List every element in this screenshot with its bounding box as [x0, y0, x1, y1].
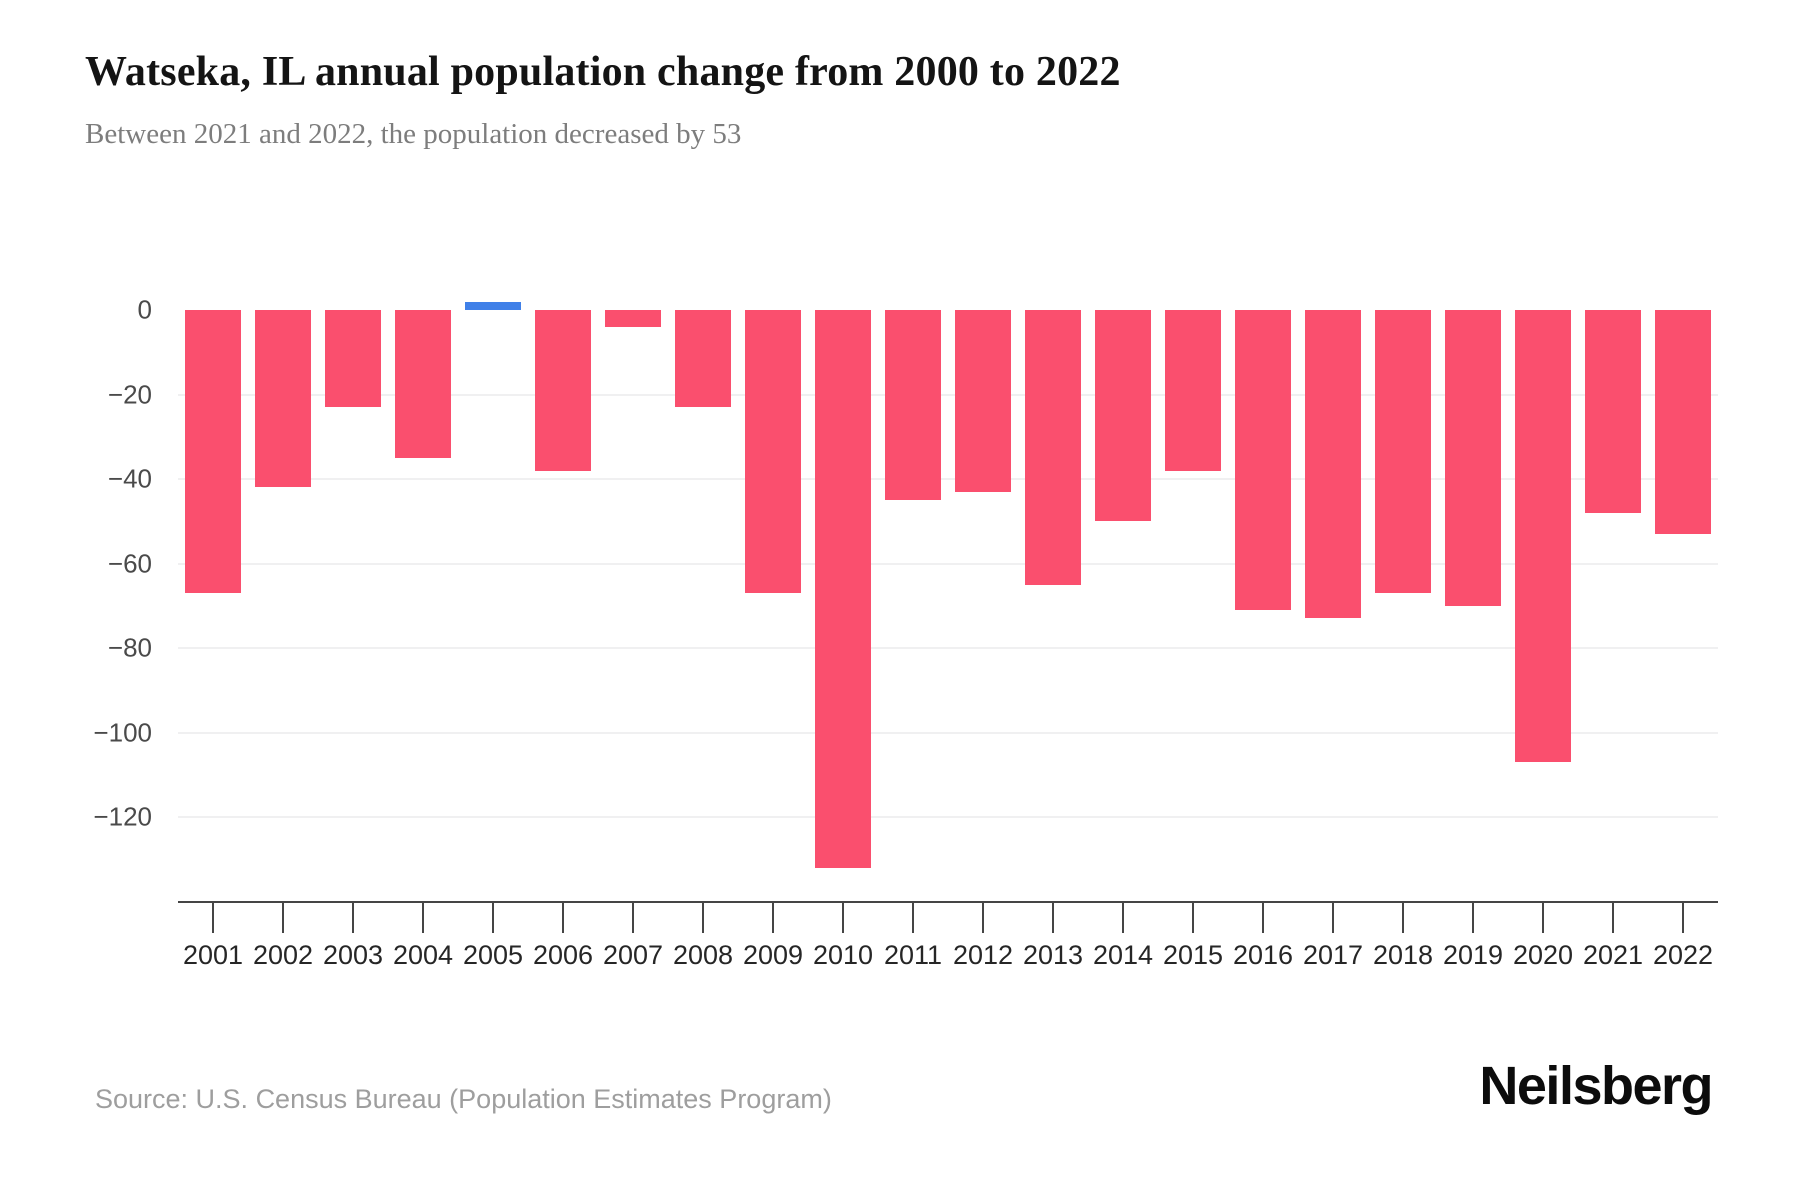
y-axis-label: 0: [137, 294, 152, 325]
bar-2001: [185, 310, 241, 593]
x-axis-label-2002: 2002: [252, 940, 314, 970]
y-axis-label: −80: [107, 632, 152, 663]
brand-logo: Neilsberg: [1479, 1056, 1713, 1116]
x-axis-line: [178, 901, 1718, 903]
x-axis-label-2005: 2005: [462, 940, 524, 970]
x-axis-label-2015: 2015: [1162, 940, 1224, 970]
x-axis-label-2019: 2019: [1442, 940, 1504, 970]
x-tick: [772, 903, 774, 933]
gridline: [178, 478, 1718, 480]
bar-2002: [255, 310, 311, 487]
x-tick: [1542, 903, 1544, 933]
bar-2003: [325, 310, 381, 407]
y-axis-label: −20: [107, 379, 152, 409]
x-tick: [842, 903, 844, 933]
bar-2012: [955, 310, 1011, 492]
x-tick: [1332, 903, 1334, 933]
y-axis-label: −60: [107, 548, 152, 578]
x-tick: [982, 903, 984, 933]
bar-2021: [1585, 310, 1641, 513]
x-tick: [702, 903, 704, 933]
bar-2004: [395, 310, 451, 458]
gridline: [178, 816, 1718, 818]
x-tick: [1682, 903, 1684, 933]
bar-2015: [1165, 310, 1221, 471]
bar-2008: [675, 310, 731, 407]
x-tick: [282, 903, 284, 933]
bar-2018: [1375, 310, 1431, 593]
x-axis-label-2009: 2009: [742, 940, 804, 970]
bar-2010: [815, 310, 871, 868]
y-axis-label: −40: [107, 463, 152, 494]
chart-subtitle: Between 2021 and 2022, the population de…: [85, 118, 742, 150]
gridline: [178, 562, 1718, 565]
x-axis-label-2018: 2018: [1372, 940, 1434, 970]
x-axis-label-2001: 2001: [182, 940, 244, 970]
x-tick: [1192, 903, 1194, 933]
x-axis-label-2014: 2014: [1092, 940, 1154, 970]
bar-2014: [1095, 310, 1151, 521]
x-axis-label-2006: 2006: [532, 940, 594, 970]
x-tick: [1402, 903, 1404, 933]
x-axis-label-2007: 2007: [602, 940, 664, 970]
bar-2013: [1025, 310, 1081, 585]
x-axis-label-2017: 2017: [1302, 940, 1364, 970]
chart-title: Watseka, IL annual population change fro…: [85, 49, 1121, 95]
x-tick: [1122, 903, 1124, 933]
bar-2005: [465, 302, 521, 310]
bar-2006: [535, 310, 591, 471]
x-tick: [352, 903, 354, 933]
x-tick: [1612, 903, 1614, 933]
x-tick: [1472, 903, 1474, 933]
gridline: [178, 647, 1718, 649]
x-axis-label-2011: 2011: [883, 940, 943, 970]
bar-2022: [1655, 310, 1711, 534]
x-tick: [1262, 903, 1264, 933]
x-tick: [492, 903, 494, 933]
gridline: [178, 731, 1718, 734]
bar-2020: [1515, 310, 1571, 762]
gridline: [178, 393, 1718, 396]
bar-2017: [1305, 310, 1361, 618]
x-axis-label-2021: 2021: [1582, 940, 1644, 970]
x-tick: [422, 903, 424, 933]
x-axis-label-2020: 2020: [1512, 940, 1574, 970]
source-text: Source: U.S. Census Bureau (Population E…: [95, 1084, 832, 1114]
bar-2007: [605, 310, 661, 327]
x-axis-label-2022: 2022: [1652, 940, 1714, 970]
x-axis-label-2013: 2013: [1022, 940, 1084, 970]
bar-2016: [1235, 310, 1291, 610]
bar-2009: [745, 310, 801, 593]
x-tick: [562, 903, 564, 933]
x-axis-label-2016: 2016: [1232, 940, 1294, 970]
x-axis-label-2012: 2012: [952, 940, 1014, 970]
bar-2011: [885, 310, 941, 500]
y-axis-label: −100: [93, 717, 152, 747]
x-axis-label-2003: 2003: [322, 940, 384, 970]
x-tick: [1052, 903, 1054, 933]
x-axis-label-2010: 2010: [812, 940, 874, 970]
x-tick: [632, 903, 634, 933]
x-tick: [912, 903, 914, 933]
x-axis-label-2004: 2004: [392, 940, 454, 970]
y-axis-label: −120: [93, 801, 152, 832]
x-axis-label-2008: 2008: [672, 940, 734, 970]
x-tick: [212, 903, 214, 933]
bar-2019: [1445, 310, 1501, 606]
